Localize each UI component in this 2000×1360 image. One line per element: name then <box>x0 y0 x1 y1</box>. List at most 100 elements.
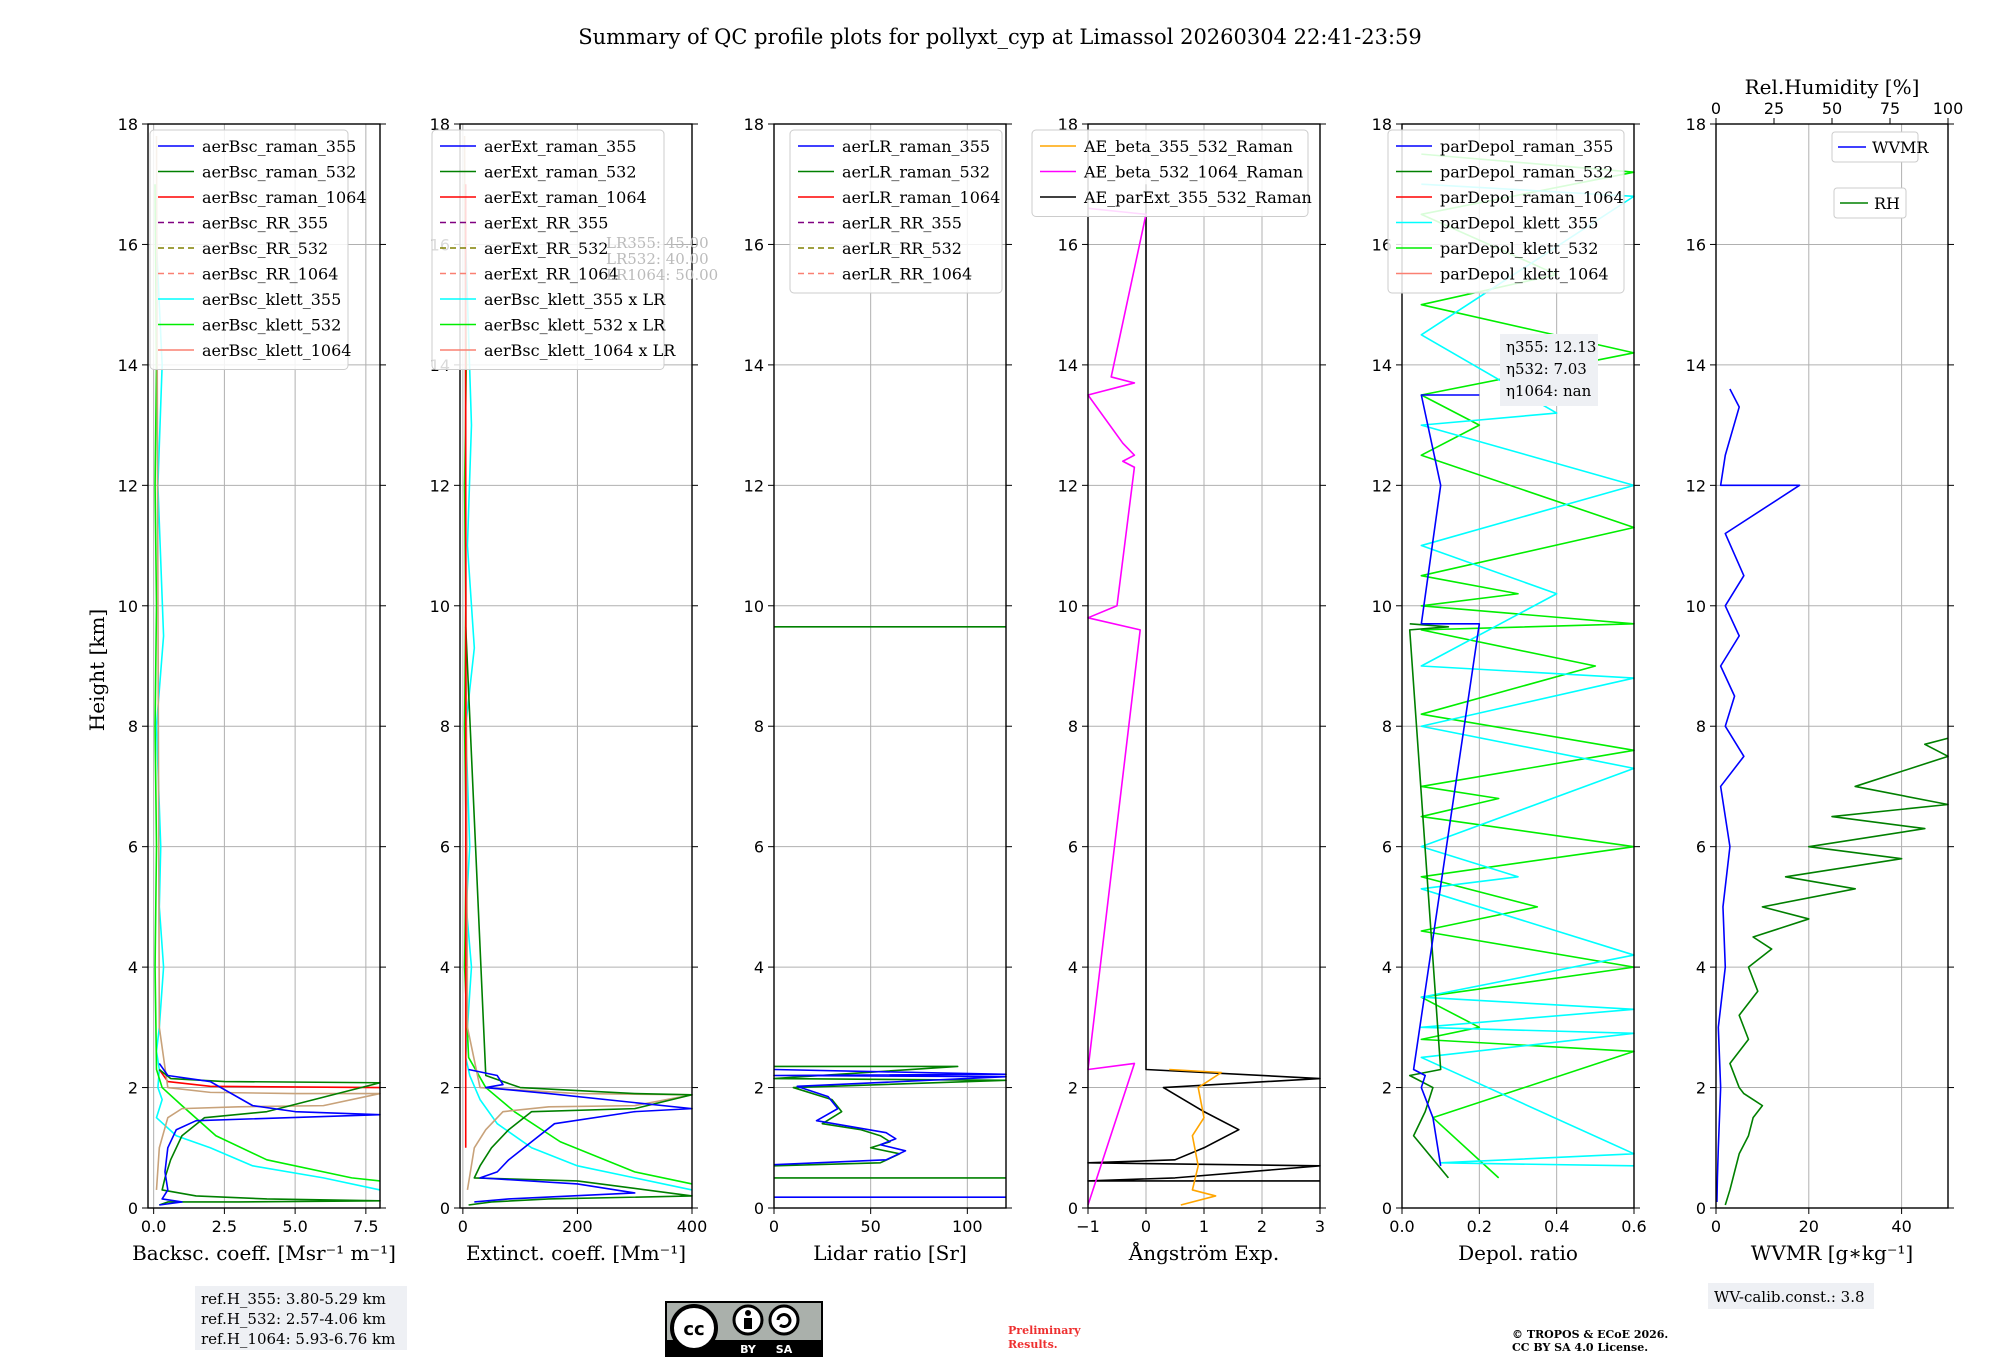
y-tick-label: 2 <box>128 1079 138 1098</box>
x-tick-label: 5.0 <box>282 1217 307 1236</box>
y-tick-label: 18 <box>430 115 450 134</box>
legend-label: AE_parExt_355_532_Raman <box>1083 188 1312 207</box>
y-tick-label: 8 <box>1382 717 1392 736</box>
y-tick-label: 8 <box>1068 717 1078 736</box>
legend-label: WVMR <box>1872 138 1929 157</box>
x-tick-label: 0.0 <box>1389 1217 1414 1236</box>
axes-frame <box>1715 123 1949 1209</box>
y-tick-label: 8 <box>128 717 138 736</box>
y-tick-label: 16 <box>1058 235 1078 254</box>
y-tick-label: 10 <box>1372 597 1392 616</box>
legend-label: aerExt_RR_1064 <box>484 265 619 284</box>
y-tick-label: 18 <box>1372 115 1392 134</box>
y-tick-label: 2 <box>1382 1079 1392 1098</box>
axes-frame <box>1401 123 1635 1209</box>
y-tick-label: 2 <box>440 1079 450 1098</box>
legend-box: aerBsc_raman_355 aerBsc_raman_532 aerBsc_r… <box>149 129 367 370</box>
axes-frame <box>147 123 381 1209</box>
legend-label: aerLR_RR_355 <box>842 214 962 233</box>
x-tick-label: 100 <box>952 1217 983 1236</box>
x2-tick-label: 75 <box>1880 99 1900 118</box>
legend-frame <box>1831 131 1919 163</box>
y-tick-label: 4 <box>128 958 138 977</box>
legend-label: aerExt_raman_532 <box>484 163 637 182</box>
panel-lidar_ratio: 0 2 4 6 8 10 12 14 16 18 0 50 100 Lidar ratio [Sr] aer… <box>744 115 1012 1265</box>
x-tick-label: −1 <box>1076 1217 1100 1236</box>
legend-label: aerBsc_klett_532 x LR <box>484 316 666 335</box>
series-aerBsc_klett_532 x LR <box>463 184 693 1185</box>
x-axis-label: WVMR [g∗kg⁻¹] <box>1751 1241 1913 1265</box>
x-axis-label: Backsc. coeff. [Msr⁻¹ m⁻¹] <box>132 1241 396 1265</box>
y-tick-label: 18 <box>118 115 138 134</box>
legend-box: RH <box>1833 187 1907 219</box>
by-label: BY <box>740 1343 757 1356</box>
x-tick-label: 50 <box>860 1217 880 1236</box>
preliminary-text-line1: Preliminary <box>1008 1324 1081 1337</box>
y-tick-label: 16 <box>118 235 138 254</box>
y-tick-label: 4 <box>1382 958 1392 977</box>
legend-box: aerLR_raman_355 aerLR_raman_532 aerLR_rama… <box>789 129 1003 294</box>
series-RH <box>1724 737 1949 1206</box>
y-tick-label: 4 <box>1696 958 1706 977</box>
y-tick-label: 18 <box>1058 115 1078 134</box>
eta-value: η532: 7.03 <box>1506 360 1587 378</box>
series-aerLR_raman_355 <box>773 1068 1007 1166</box>
legend-frame <box>149 129 349 370</box>
panel-depolarization: 0 2 4 6 8 10 12 14 16 18 0.0 0.2 0.4 0.6 Depol. ratio p… <box>1372 115 1647 1265</box>
series-parDepol_klett_532 <box>1420 153 1635 1179</box>
y-tick-label: 6 <box>1068 838 1078 857</box>
x-tick-label: 20 <box>1799 1217 1819 1236</box>
legend-frame <box>431 129 665 370</box>
x-tick-label: 2.5 <box>212 1217 237 1236</box>
cc-text: cc <box>683 1319 704 1340</box>
x-tick-label: 0.0 <box>141 1217 166 1236</box>
y-tick-label: 16 <box>744 235 764 254</box>
series-aerBsc_klett_355 <box>155 244 381 1191</box>
ref-height-box: ref.H_355: 3.80-5.29 km ref.H_532: 2.57-… <box>195 1286 407 1350</box>
y-tick-label: 18 <box>744 115 764 134</box>
y-tick-label: 14 <box>118 356 138 375</box>
legend-frame <box>1031 129 1309 217</box>
x-tick-label: 0 <box>458 1217 468 1236</box>
series-aerBsc_raman_355 <box>158 1063 381 1206</box>
x-tick-label: 1 <box>1199 1217 1209 1236</box>
legend-frame <box>789 129 1003 294</box>
y-tick-label: 2 <box>754 1079 764 1098</box>
legend-label: parDepol_raman_1064 <box>1440 188 1624 207</box>
series-WVMR <box>1716 388 1801 1202</box>
legend-label: parDepol_klett_1064 <box>1440 265 1609 284</box>
y-tick-label: 0 <box>1696 1199 1706 1218</box>
preliminary-text-line2: Results. <box>1008 1338 1058 1351</box>
legend-label: aerBsc_klett_532 <box>202 316 341 335</box>
series-AE_beta_532_1064_Raman <box>1087 207 1147 1206</box>
y-tick-label: 12 <box>430 476 450 495</box>
y-tick-label: 10 <box>1686 597 1706 616</box>
legend-label: aerExt_RR_532 <box>484 239 608 258</box>
x2-tick-label: 50 <box>1822 99 1842 118</box>
y-tick-label: 14 <box>744 356 764 375</box>
x-tick-label: 40 <box>1891 1217 1911 1236</box>
y-tick-label: 2 <box>1696 1079 1706 1098</box>
legend-box: AE_beta_355_532_Raman AE_beta_532_1064_Ra… <box>1031 129 1312 217</box>
ref-height-1064: ref.H_1064: 5.93-6.76 km <box>201 1330 395 1348</box>
legend-label: aerBsc_raman_355 <box>202 137 356 156</box>
panel-extinction: 0246810121416180200400Extinct. coeff. [M… <box>430 115 708 1265</box>
y-tick-label: 6 <box>128 838 138 857</box>
y-tick-label: 6 <box>1696 838 1706 857</box>
panel-water_vapor: 0 2 4 6 8 10 12 14 16 18 0 20 40 WVMR [g∗kg⁻¹] 0 25 50 75… <box>1686 75 1964 1265</box>
x2-tick-label: 100 <box>1933 99 1964 118</box>
y-tick-label: 10 <box>118 597 138 616</box>
legend-label: aerBsc_RR_532 <box>202 239 328 258</box>
legend-box: WVMR <box>1831 131 1929 163</box>
series-parDepol_raman_355 <box>1412 394 1481 1166</box>
series-AE_beta_355_532_Raman <box>1169 1068 1223 1206</box>
legend-box: parDepol_raman_355 parDepol_raman_532 parD… <box>1387 129 1625 294</box>
x-tick-label: 0 <box>1711 1217 1721 1236</box>
y-tick-label: 10 <box>1058 597 1078 616</box>
x2-tick-label: 0 <box>1711 99 1721 118</box>
x2-axis-label: Rel.Humidity [%] <box>1745 75 1920 99</box>
x-axis-label: Ångström Exp. <box>1128 1240 1279 1265</box>
y-tick-label: 12 <box>744 476 764 495</box>
